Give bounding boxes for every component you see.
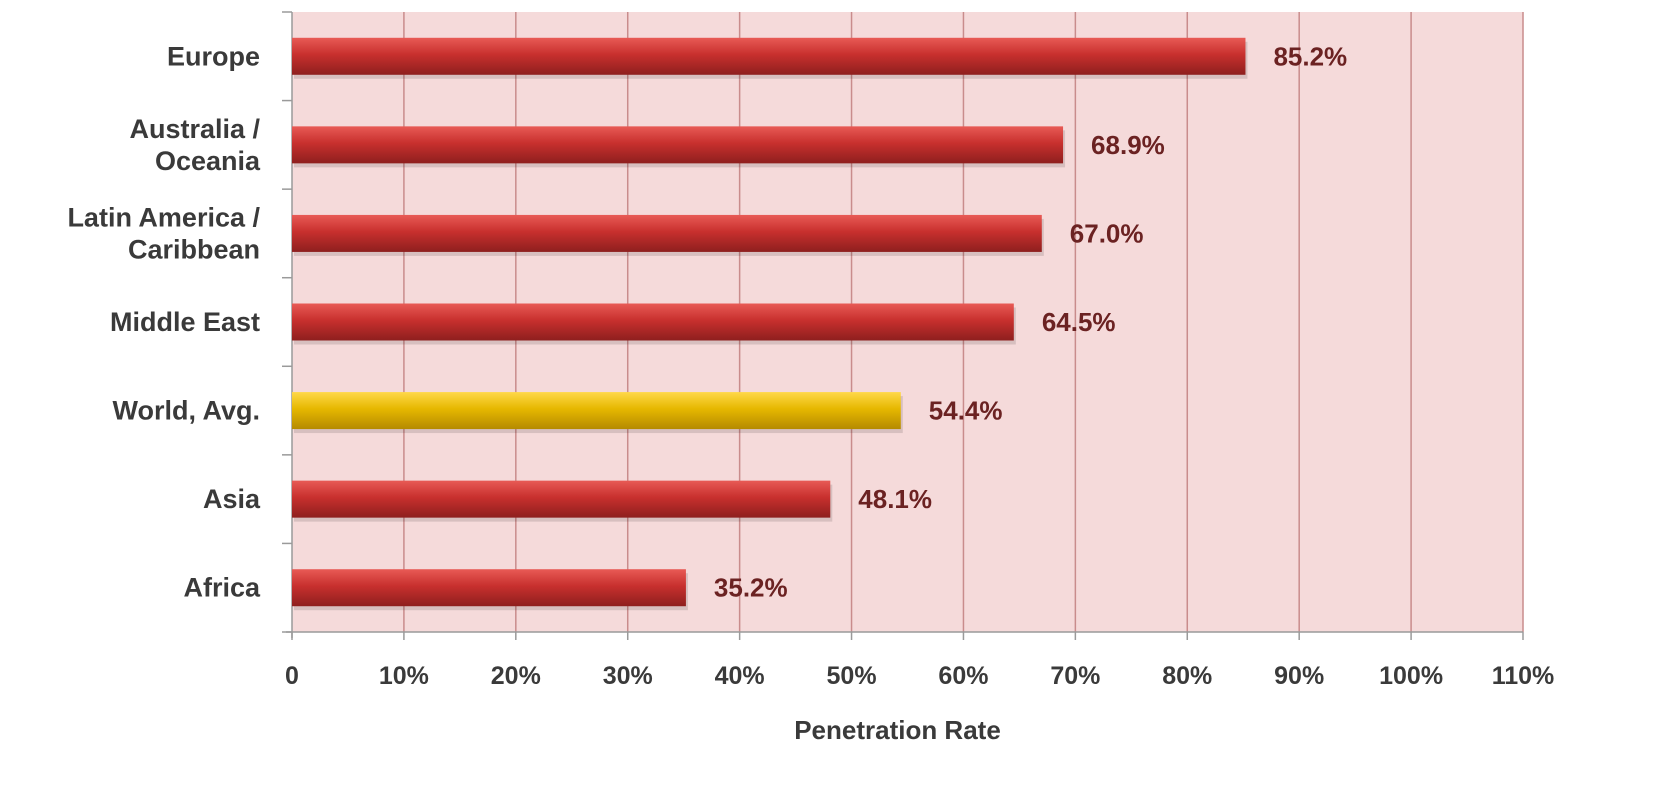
- data-label: 68.9%: [1091, 130, 1165, 160]
- x-tick-label: 80%: [1162, 662, 1212, 690]
- bar: [292, 303, 1014, 341]
- x-tick-label: 100%: [1379, 662, 1443, 690]
- category-label: Latin America /: [67, 202, 260, 232]
- x-tick-label: 10%: [379, 662, 429, 690]
- x-tick-label: 40%: [715, 662, 765, 690]
- data-label: 64.5%: [1042, 307, 1116, 337]
- bar: [292, 214, 1042, 252]
- x-tick-labels: 0 10% 20% 30% 40% 50% 60% 70% 80% 90% 100% 110%: [285, 662, 1554, 690]
- x-tick-label: 110%: [1492, 662, 1555, 690]
- bar: [292, 392, 901, 430]
- data-label: 67.0%: [1070, 218, 1144, 248]
- x-tick-label: 20%: [491, 662, 541, 690]
- x-tick-label: 0: [285, 662, 299, 690]
- category-label: Europe: [167, 41, 260, 71]
- category-label: World, Avg.: [113, 396, 261, 426]
- x-tick-label: 30%: [603, 662, 653, 690]
- bars: 85.2% 68.9% 67.0% 64.5% 54.4% 48.1% 35.2%: [292, 37, 1347, 611]
- data-label: 48.1%: [858, 484, 932, 514]
- x-tick-label: 70%: [1050, 662, 1100, 690]
- data-label: 54.4%: [929, 396, 1003, 426]
- data-label: 85.2%: [1273, 41, 1347, 71]
- category-label: Caribbean: [128, 234, 260, 264]
- x-tick-label: 90%: [1274, 662, 1324, 690]
- category-label: Middle East: [110, 307, 260, 337]
- bar: [292, 37, 1246, 75]
- x-tick-label: 50%: [827, 662, 877, 690]
- data-label: 35.2%: [714, 573, 788, 603]
- category-labels: Europe Australia /Oceania Latin America /C…: [67, 41, 261, 602]
- category-label: Asia: [203, 484, 261, 514]
- category-label: Australia /: [129, 114, 260, 144]
- category-label: Oceania: [155, 146, 261, 176]
- bar: [292, 569, 686, 607]
- bar: [292, 480, 831, 518]
- bar: [292, 126, 1064, 164]
- x-tick-label: 60%: [938, 662, 988, 690]
- x-axis-title: Penetration Rate: [794, 715, 1001, 745]
- category-label: Africa: [183, 573, 261, 603]
